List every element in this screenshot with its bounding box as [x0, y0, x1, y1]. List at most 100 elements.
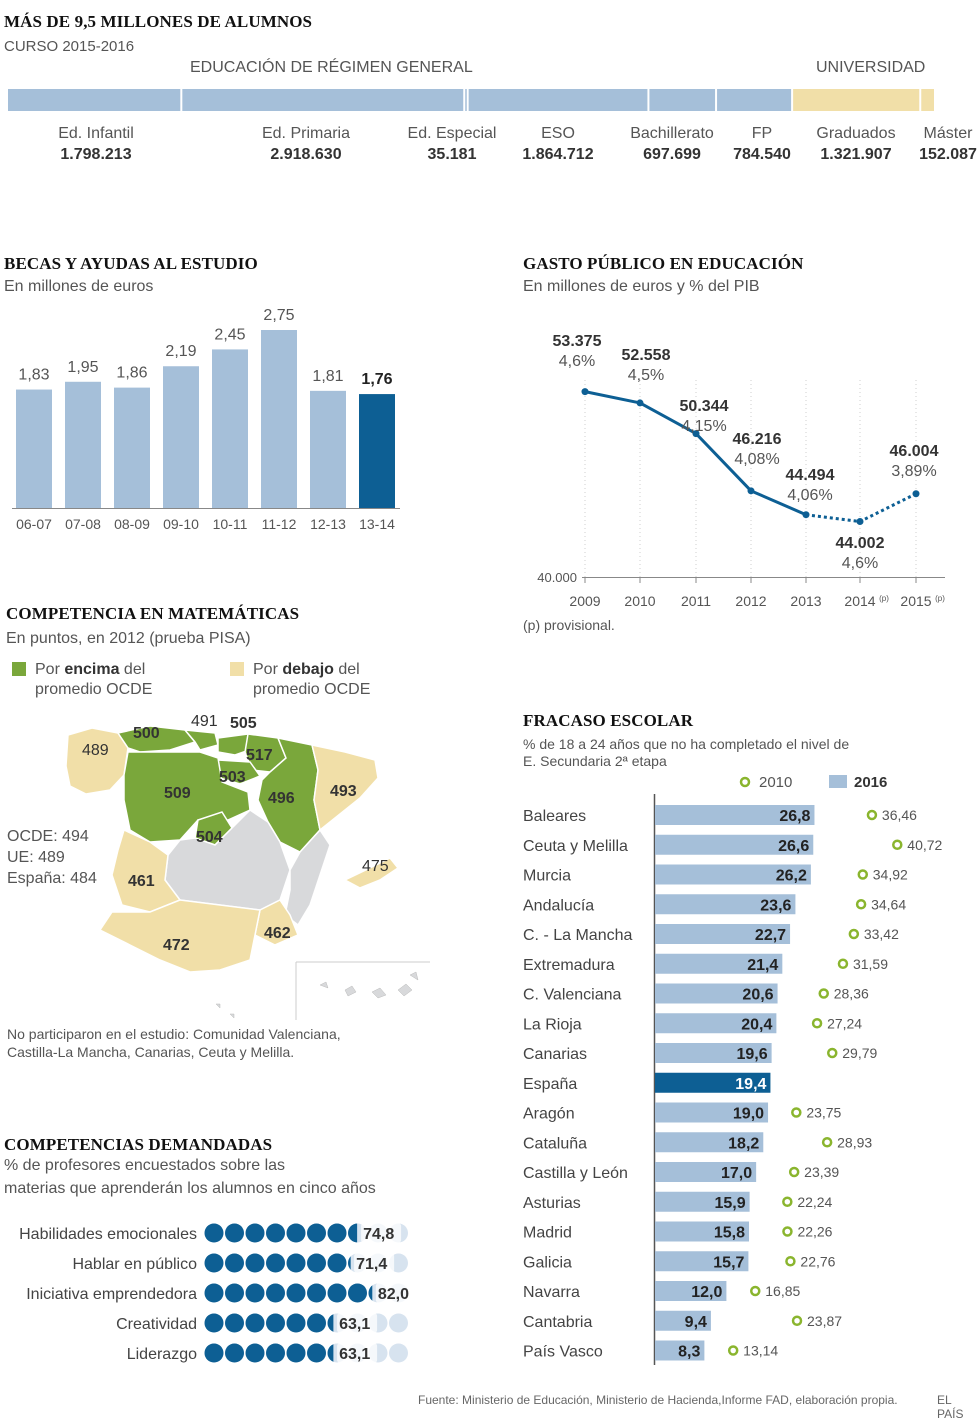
fracaso-value-15: 15,7 [713, 1254, 744, 1271]
fracaso-marker-18 [727, 1345, 739, 1356]
comp-dot-3-2 [245, 1313, 265, 1333]
fracaso-marker-17 [791, 1315, 803, 1326]
alumnos-segment-2 [465, 89, 467, 111]
comp-dot-partial-0-7 [348, 1223, 358, 1243]
fracaso-cat-17: Cantabria [523, 1314, 592, 1331]
fracaso-bar-16 [655, 1281, 727, 1301]
becas-label-0: 1,83 [18, 367, 49, 384]
becas-cat-6: 12-13 [310, 516, 346, 532]
fracaso-2010-value-7: 27,24 [827, 1015, 862, 1031]
alumnos-name-6: Graduados [816, 125, 895, 142]
fracaso-chart: 2010 2016 Baleares 26,8 36,46 Ceuta y Melilla… [523, 774, 943, 1365]
fracaso-marker-5 [837, 958, 849, 969]
fracaso-value-8: 19,6 [736, 1046, 767, 1063]
fracaso-2010-value-15: 22,76 [800, 1253, 835, 1269]
fracaso-value-14: 15,8 [714, 1225, 745, 1242]
legend-below-swatch [230, 662, 244, 676]
region-valenciana [284, 828, 331, 927]
score-cantabria: 491 [191, 713, 218, 730]
fracaso-cat-6: C. Valenciana [523, 987, 622, 1004]
fracaso-bar-1 [655, 834, 814, 855]
fracaso-cat-11: Cataluña [523, 1135, 587, 1152]
score-navarra: 517 [246, 747, 273, 764]
alumnos-group-general: EDUCACIÓN DE RÉGIMEN GENERAL [190, 59, 473, 76]
fracaso-value-12: 17,0 [721, 1165, 752, 1182]
becas-label-7: 1,76 [361, 371, 392, 388]
fracaso-bar-7 [655, 1013, 777, 1034]
alumnos-value-6: 1.321.907 [820, 146, 891, 163]
region-cantabria [183, 729, 219, 751]
fracaso-marker-10 [791, 1107, 802, 1118]
becas-bar-3 [163, 366, 199, 508]
ue-label: UE: 489 [7, 849, 65, 866]
fracaso-cat-1: Ceuta y Melilla [523, 838, 628, 855]
fracaso-2010-value-12: 23,39 [804, 1164, 839, 1180]
fracaso-cat-18: País Vasco [523, 1344, 603, 1361]
alumnos-value-1: 2.918.630 [270, 146, 341, 163]
fracaso-value-18: 8,3 [678, 1344, 700, 1361]
fracaso-cat-0: Baleares [523, 808, 586, 825]
fracaso-bar-18 [655, 1340, 705, 1361]
fracaso-legend-2016: 2016 [854, 774, 887, 791]
comp-dot-partial-2-8 [368, 1285, 373, 1301]
gasto-value-6: 46.004 [890, 443, 939, 460]
fracaso-2010-value-13: 22,24 [797, 1194, 832, 1210]
fracaso-marker-6 [818, 988, 829, 999]
becas-title: BECAS Y AYUDAS AL ESTUDIO [4, 254, 258, 273]
alumnos-segment-5 [717, 89, 792, 111]
gasto-point-3 [747, 487, 755, 495]
gasto-pib-3: 4,08% [734, 451, 779, 468]
becas-label-6: 1,81 [312, 368, 343, 385]
comp-value-1: 71,4 [356, 1256, 387, 1273]
fracaso-2010-value-14: 22,26 [797, 1224, 832, 1240]
comp-dot-3-3 [266, 1313, 285, 1333]
fracaso-cat-10: Aragón [523, 1106, 575, 1123]
alumnos-value-4: 697.699 [643, 146, 701, 163]
alumnos-chart: Ed. Infantil 1.798.213 Ed. Primaria 2.918.6… [8, 89, 977, 163]
comp-dot-4-2 [245, 1343, 265, 1363]
espana-label: España: 484 [7, 870, 97, 887]
fracaso-bar-11 [655, 1132, 764, 1153]
fracaso-bar-8 [655, 1043, 772, 1063]
fracaso-cat-2: Murcia [523, 868, 571, 885]
region-baleares [343, 857, 400, 889]
gasto-point-1 [636, 399, 644, 407]
score-andalucia: 472 [163, 937, 190, 954]
ceuta-melilla [215, 1003, 235, 1019]
score-pais-vasco: 505 [230, 715, 257, 732]
comp-dot-3-0 [204, 1313, 224, 1333]
spain-map: 489 500 491 505 517 503 509 496 493 504 … [65, 713, 430, 1020]
fracaso-bar-17 [655, 1310, 711, 1331]
alumnos-value-0: 1.798.213 [60, 146, 131, 163]
fracaso-legend-2016-swatch [829, 775, 847, 788]
comp-label-bg-0 [361, 1223, 402, 1243]
legend-above-label: Por encima del promedio OCDE [35, 661, 153, 698]
fracaso-bar-12 [655, 1162, 757, 1182]
alumnos-value-2: 35.181 [428, 146, 477, 163]
mat-title: COMPETENCIA EN MATEMÁTICAS [6, 604, 300, 623]
becas-label-3: 2,19 [165, 343, 196, 360]
score-murcia: 462 [264, 925, 291, 942]
alumnos-name-7: Máster [924, 125, 974, 142]
fracaso-2010-value-10: 23,75 [806, 1105, 841, 1121]
comp-value-3: 63,1 [339, 1316, 370, 1333]
becas-bar-6 [310, 390, 346, 508]
becas-label-1: 1,95 [67, 359, 98, 376]
becas-cat-1: 07-08 [65, 516, 101, 532]
gasto-pib-0: 4,6% [559, 353, 595, 370]
comp-dot-partial-4-6 [327, 1344, 334, 1362]
comp-cat-4: Liderazgo [127, 1346, 197, 1363]
fracaso-marker-16 [750, 1285, 761, 1297]
comp-subtitle-2: materias que aprenderán los alumnos en c… [4, 1180, 376, 1197]
comp-dot-2-2 [245, 1283, 265, 1303]
fracaso-bar-14 [655, 1221, 750, 1242]
comp-label-bg-4 [337, 1343, 378, 1363]
fracaso-cat-5: Extremadura [523, 957, 615, 974]
region-asturias [116, 725, 197, 753]
gasto-year-3: 2012 [735, 593, 766, 609]
fracaso-marker-7 [811, 1018, 823, 1029]
fracaso-marker-11 [821, 1137, 833, 1148]
fracaso-2010-value-17: 23,87 [807, 1313, 842, 1329]
gasto-year-4: 2013 [790, 593, 821, 609]
becas-bar-1 [65, 381, 101, 508]
